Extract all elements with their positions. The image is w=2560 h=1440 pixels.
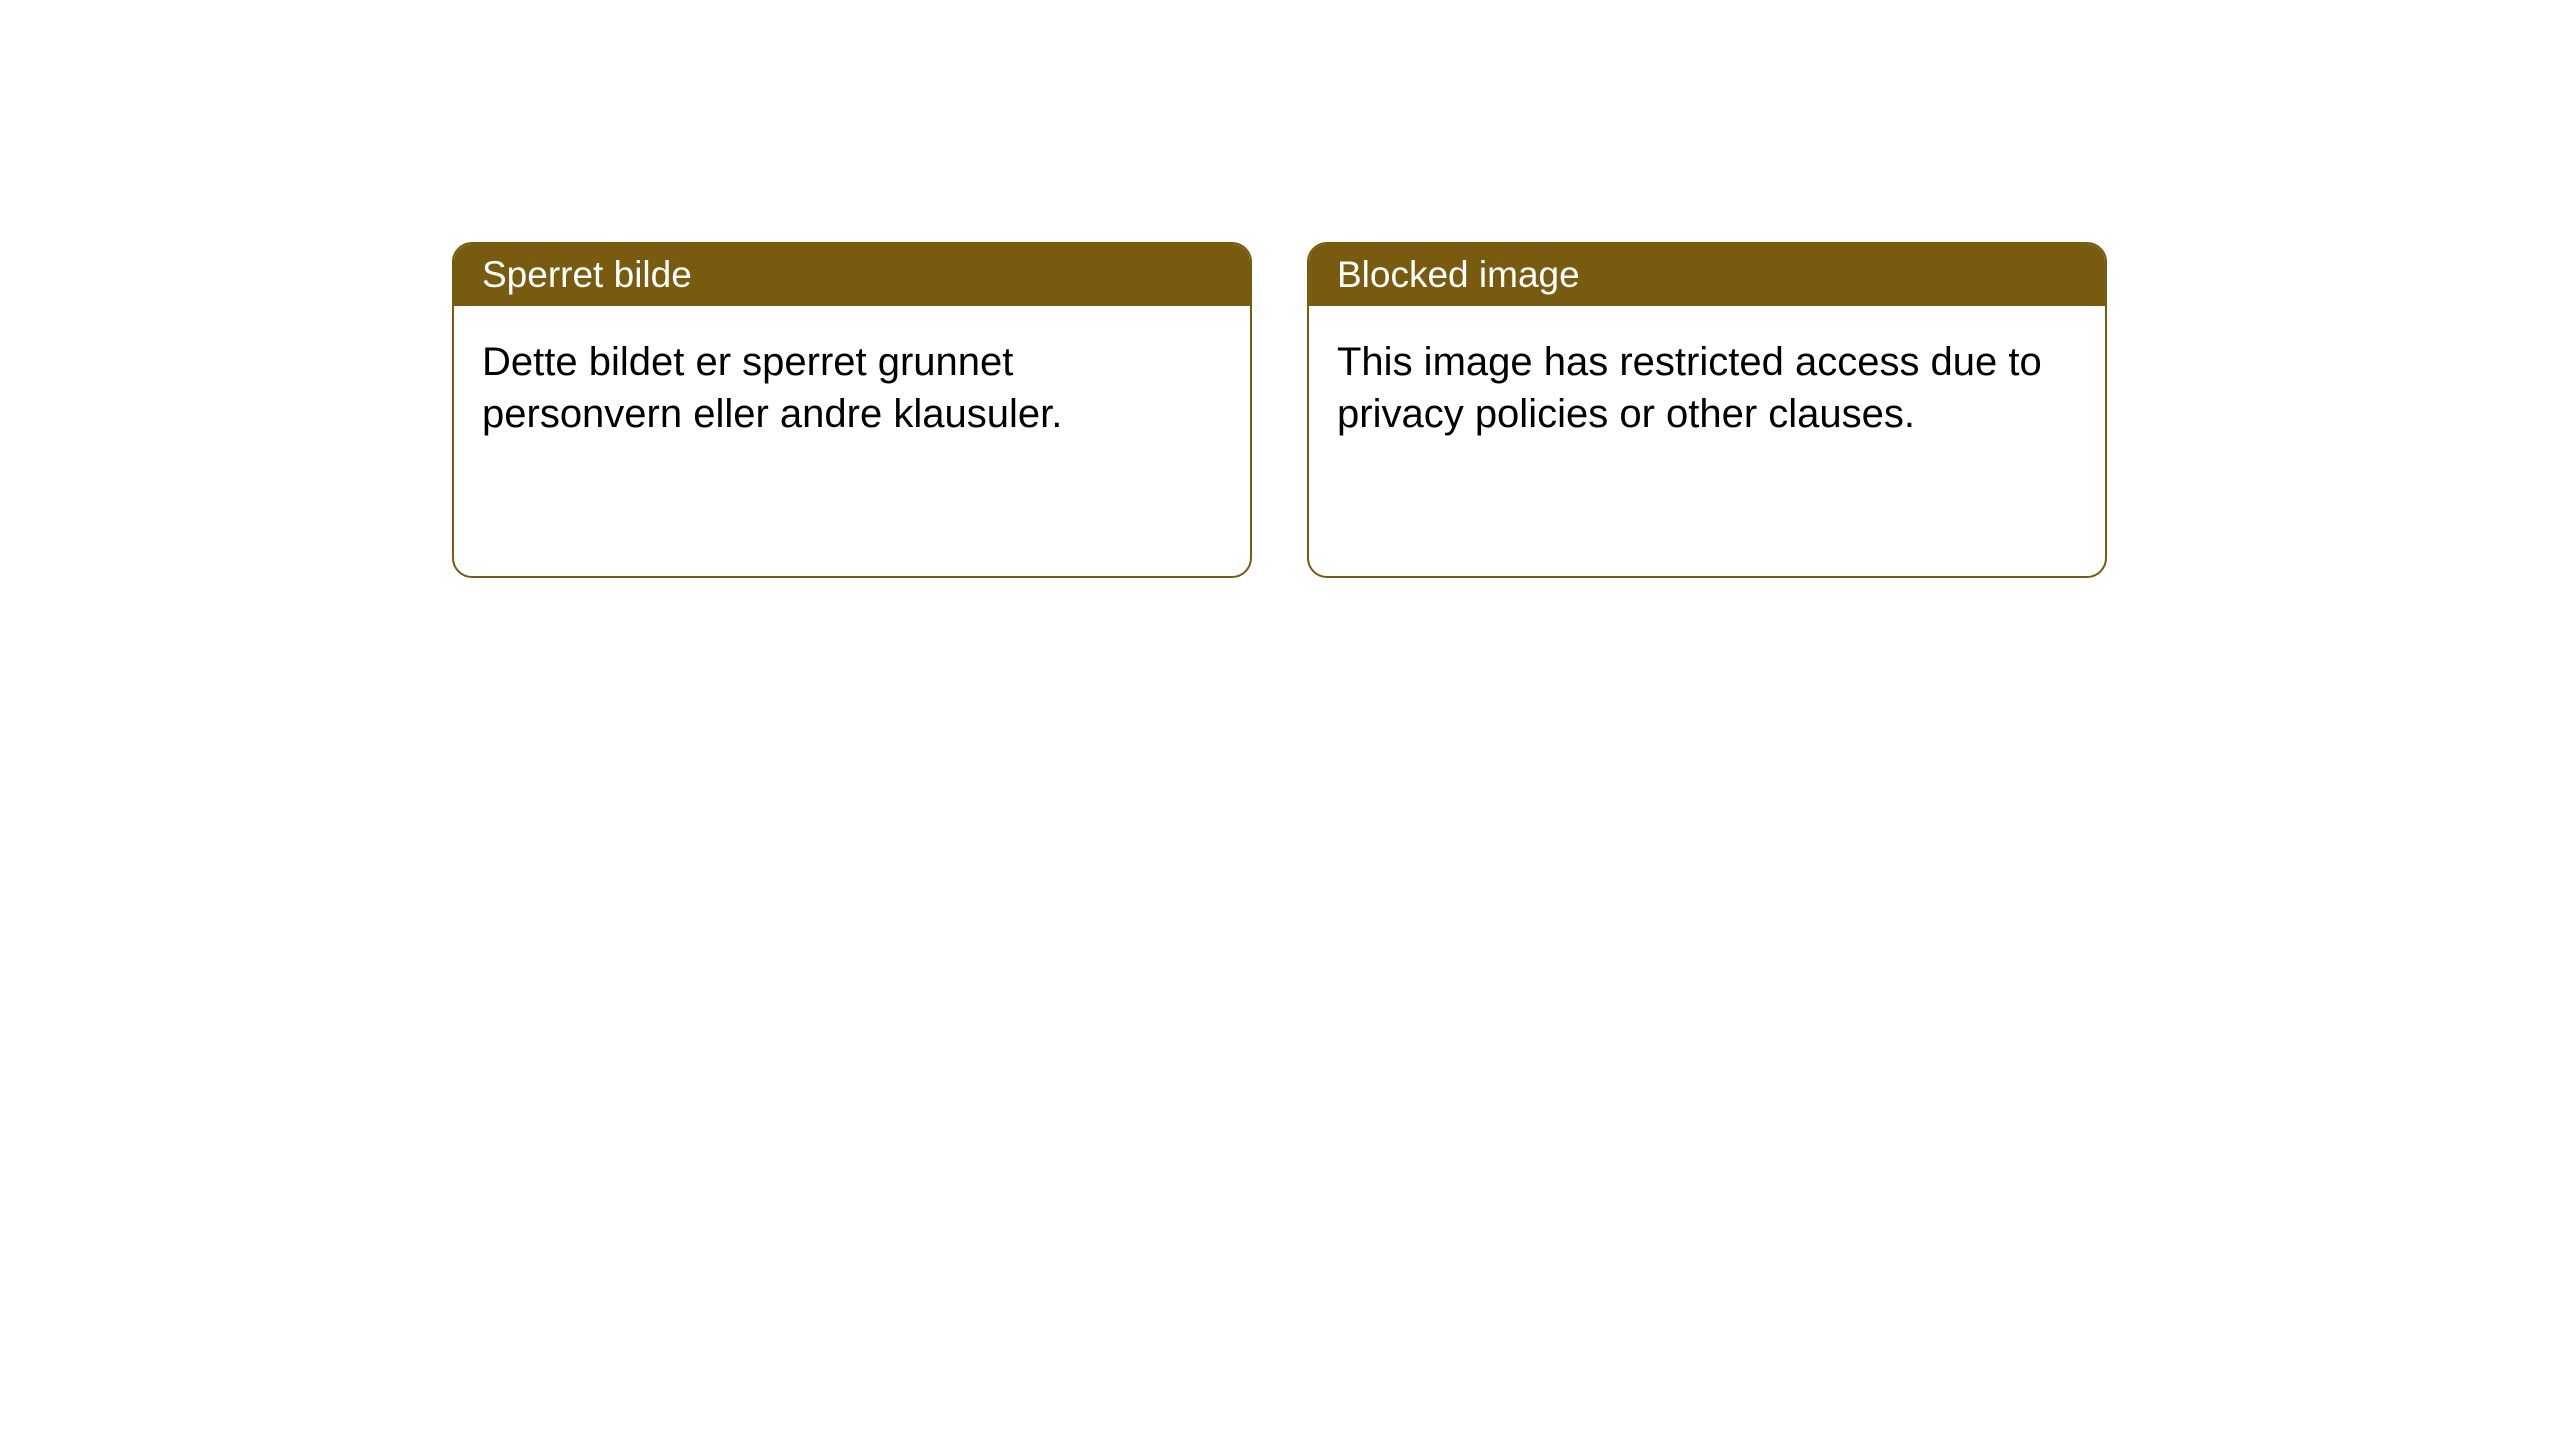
notice-container: Sperret bilde Dette bildet er sperret gr…: [0, 0, 2560, 578]
notice-title: Blocked image: [1309, 244, 2105, 306]
notice-card-norwegian: Sperret bilde Dette bildet er sperret gr…: [452, 242, 1252, 578]
notice-card-english: Blocked image This image has restricted …: [1307, 242, 2107, 578]
notice-body: This image has restricted access due to …: [1309, 306, 2105, 576]
notice-body: Dette bildet er sperret grunnet personve…: [454, 306, 1250, 576]
notice-title: Sperret bilde: [454, 244, 1250, 306]
